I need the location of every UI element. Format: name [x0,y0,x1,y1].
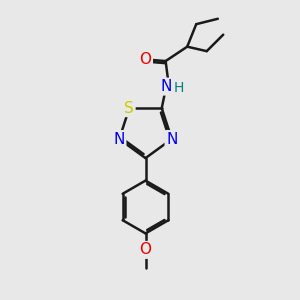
Text: N: N [166,131,177,146]
Text: N: N [114,131,125,146]
Text: O: O [140,242,152,257]
Text: H: H [174,81,184,95]
Text: N: N [160,79,172,94]
Text: S: S [124,101,134,116]
Text: O: O [140,52,152,67]
